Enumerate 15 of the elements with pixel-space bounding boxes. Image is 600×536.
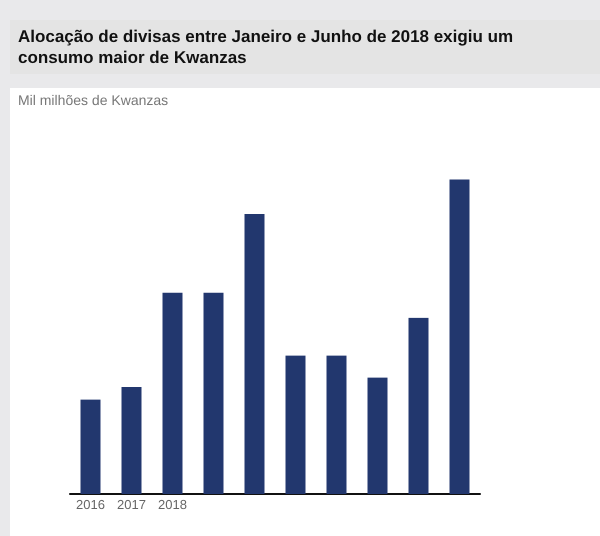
bar — [80, 400, 100, 494]
bar — [162, 292, 182, 494]
chart-title: Alocação de divisas entre Janeiro e Junho de 2018 exigiu um consumo maior de Kwanzas — [10, 20, 600, 74]
bar — [368, 378, 388, 494]
bar — [122, 387, 142, 494]
chart-subtitle: Mil milhões de Kwanzas — [10, 88, 600, 124]
bar — [408, 318, 428, 494]
bar — [450, 179, 470, 494]
bar — [326, 356, 346, 494]
bar — [244, 214, 264, 494]
x-tick-label: 2017 — [117, 497, 146, 512]
bar — [204, 292, 224, 494]
x-tick-label: 2018 — [158, 497, 187, 512]
bar — [286, 356, 306, 494]
x-tick-label: 2016 — [76, 497, 105, 512]
